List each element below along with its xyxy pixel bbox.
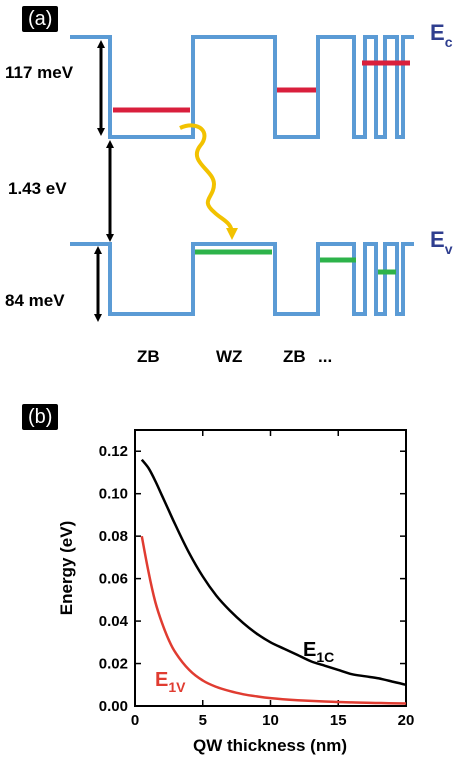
layer-label-wz: WZ [216,347,242,366]
x-tick-label: 0 [131,712,139,729]
transition-arrow [179,123,238,240]
plot-frame [134,429,407,707]
series-label-e1c: E1C [303,639,334,665]
y-axis-label: Energy (eV) [57,521,76,615]
layer-label-ellipsis: ... [318,347,332,366]
label-84-mev: 84 meV [5,291,65,310]
y-tick-label: 0.04 [99,613,129,630]
series-line-e1v [140,535,407,705]
x-tick-label: 10 [262,712,279,729]
conduction-band-edge [70,35,414,139]
y-tick-label: 0.08 [99,528,128,545]
layer-label-zb: ZB [137,347,160,366]
valence-band-edge [70,242,414,316]
label-117-mev: 117 meV [5,63,74,82]
layer-label-zb-2: ZB [283,347,306,366]
panel-b-tag: (b) [22,404,59,430]
series-line-e1c [140,458,407,687]
band-diagram: 117 meV 1.43 eV 84 meV Ec Ev ZB WZ ZB ..… [5,20,453,366]
y-tick-label: 0.12 [99,443,128,460]
x-tick-label: 20 [398,712,415,729]
label-143-ev: 1.43 eV [8,179,67,198]
y-tick-label: 0.00 [99,698,128,715]
x-axis-label: QW thickness (nm) [193,736,347,755]
y-tick-label: 0.06 [99,571,128,588]
series-label-e1v: E1V [155,669,186,695]
y-tick-label: 0.10 [99,486,128,503]
x-tick-label: 15 [330,712,347,729]
label-ec: Ec [430,20,453,50]
x-tick-label: 5 [199,712,207,729]
y-tick-label: 0.02 [99,656,128,673]
panel-a-tag: (a) [22,6,59,32]
label-ev: Ev [430,227,453,257]
